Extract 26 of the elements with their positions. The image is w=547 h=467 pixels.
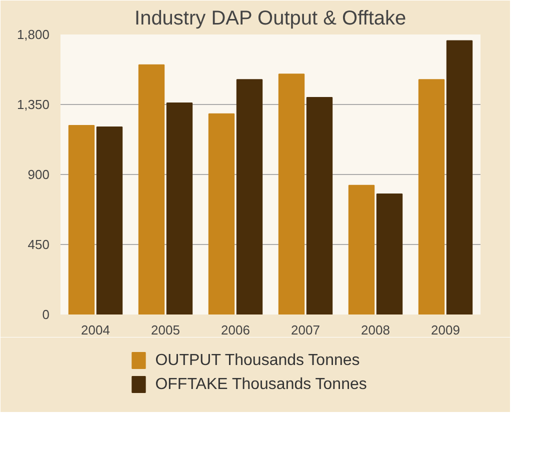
- legend-label: OUTPUT Thousands Tonnes: [155, 352, 360, 369]
- bar: [446, 40, 473, 314]
- y-tick-label: 1,800: [16, 27, 50, 42]
- bar: [418, 79, 445, 314]
- y-tick-label: 900: [28, 167, 50, 182]
- legend-label: OFFTAKE Thousands Tonnes: [155, 376, 367, 393]
- bar: [306, 97, 333, 314]
- y-tick-label: 0: [42, 307, 50, 322]
- x-tick-label: 2004: [81, 322, 110, 338]
- bar: [68, 125, 95, 314]
- x-tick-label: 2006: [221, 322, 250, 338]
- chart-title: Industry DAP Output & Offtake: [134, 8, 406, 30]
- bar: [348, 184, 375, 314]
- x-tick-label: 2008: [361, 322, 390, 338]
- x-tick-label: 2009: [431, 322, 460, 338]
- y-tick-label: 1,350: [16, 97, 50, 112]
- bar: [96, 126, 123, 314]
- bar: [278, 74, 305, 314]
- bar: [138, 64, 165, 314]
- bar: [376, 193, 403, 314]
- y-tick-label: 450: [28, 237, 50, 252]
- bar: [236, 79, 263, 314]
- x-tick-label: 2005: [151, 322, 180, 338]
- x-tick-label: 2007: [291, 322, 320, 338]
- bar: [208, 113, 235, 314]
- bar: [166, 102, 193, 314]
